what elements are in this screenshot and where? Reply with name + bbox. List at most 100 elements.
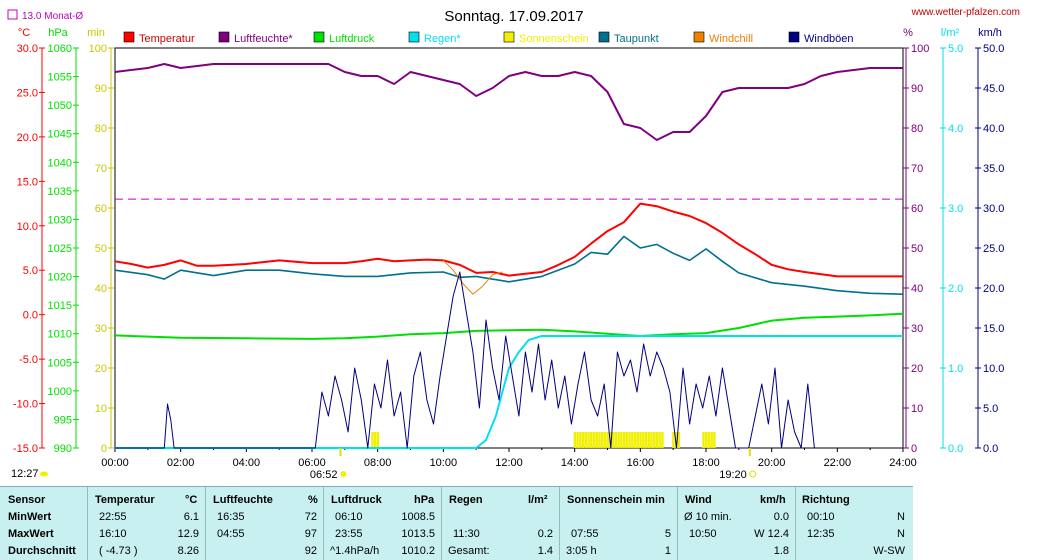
luftdruck_hpa-tick-label: 1025 xyxy=(48,243,72,255)
sunshine-bar xyxy=(631,432,633,448)
wd-max-time: 10:50 xyxy=(689,528,717,540)
lf-max-value: 97 xyxy=(305,528,317,540)
sunshine-bar xyxy=(642,432,644,448)
sunshine-bar xyxy=(620,432,622,448)
sunshine-bar xyxy=(653,432,655,448)
ri-min-time: 00:10 xyxy=(807,511,835,523)
x-tick-label: 12:00 xyxy=(495,457,523,469)
regen_lm2-tick-label: 4.0 xyxy=(948,123,963,135)
unit-kmh: km/h xyxy=(978,27,1002,39)
luftfeuchte-unit: % xyxy=(308,494,318,506)
sunshine-bar xyxy=(585,432,587,448)
luftdruck_hpa-tick-label: 1030 xyxy=(48,214,72,226)
sn-avg-value: 1 xyxy=(665,545,671,557)
luftfeuchte_pct-tick-label: 30 xyxy=(911,323,923,335)
regen-column: Regen l/m² 11:30 Gesamt: 0.2 1.4 xyxy=(442,487,560,560)
lf-avg-value: 92 xyxy=(305,545,317,557)
sn-total-hours: 3:05 h xyxy=(566,545,597,557)
sunshine-bar xyxy=(596,432,598,448)
sonnenschein_min-tick-label: 70 xyxy=(95,163,107,175)
luftfeuchte_pct-tick-label: 50 xyxy=(911,243,923,255)
sunshine-bar xyxy=(702,432,704,448)
regen_lm2-tick-label: 1.0 xyxy=(948,363,963,375)
chart-legend: Temperatur Luftfeuchte* Luftdruck Regen* Son… xyxy=(124,32,854,45)
sonnenschein_min-tick-label: 20 xyxy=(95,363,107,375)
row-label-min: MinWert xyxy=(8,511,51,523)
ri-max-time: 12:35 xyxy=(807,528,835,540)
legend-label: Windchill xyxy=(709,33,753,45)
sunshine-bar xyxy=(607,432,609,448)
legend-swatch xyxy=(314,32,324,42)
moon-time: 12:27 xyxy=(11,468,39,480)
wind_kmh-tick-label: 25.0 xyxy=(983,243,1004,255)
temperatur_c-tick-label: 10.0 xyxy=(17,221,38,233)
sunshine-bar xyxy=(639,432,641,448)
sn-max-value: 5 xyxy=(665,528,671,540)
monthly-avg-marker xyxy=(8,10,17,19)
monthly-avg-label: 13.0 Monat-Ø xyxy=(22,11,83,22)
sonnenschein_min-tick-label: 30 xyxy=(95,323,107,335)
regen_lm2-tick-label: 3.0 xyxy=(948,203,963,215)
legend-label: Windböen xyxy=(804,33,854,45)
lf-max-time: 04:55 xyxy=(217,528,245,540)
x-tick-label: 10:00 xyxy=(430,457,458,469)
wind_kmh-tick-label: 15.0 xyxy=(983,323,1004,335)
sunshine-bar xyxy=(590,432,592,448)
luftdruck_hpa-tick-label: 1060 xyxy=(48,43,72,55)
sunrise-time: 06:52 xyxy=(310,469,338,481)
wind-header: Wind xyxy=(685,494,712,506)
sunshine-bar xyxy=(705,432,707,448)
wind_kmh-tick-label: 5.0 xyxy=(983,403,998,415)
x-tick-label: 20:00 xyxy=(758,457,786,469)
temperatur_c-tick-label: 25.0 xyxy=(17,87,38,99)
sensor-column: Sensor MinWert MaxWert Durchschnitt xyxy=(0,487,88,560)
sunshine-bar xyxy=(587,432,589,448)
luftfeuchte_pct-tick-label: 20 xyxy=(911,363,923,375)
sonnenschein_min-tick-label: 10 xyxy=(95,403,107,415)
legend-label: Taupunkt xyxy=(614,33,659,45)
richtung-column: Richtung 00:10 12:35 N N W-SW xyxy=(796,487,913,560)
sunshine-bar xyxy=(626,432,628,448)
legend-swatch xyxy=(409,32,419,42)
sunshine-bar xyxy=(579,432,581,448)
sunshine-bar xyxy=(672,432,674,448)
luftdruck_hpa-tick-label: 1040 xyxy=(48,157,72,169)
rg-total-label: Gesamt: xyxy=(448,545,490,557)
sunshine-bar xyxy=(661,432,663,448)
lf-min-value: 72 xyxy=(305,511,317,523)
sunshine-bar xyxy=(582,432,584,448)
sonnenschein_min-tick-label: 0 xyxy=(101,443,107,455)
x-tick-label: 16:00 xyxy=(627,457,655,469)
wind_kmh-tick-label: 10.0 xyxy=(983,363,1004,375)
wind-column: Wind km/h Ø 10 min. 10:50 0.0 W 12.4 1.8 xyxy=(678,487,796,560)
sensor-header: Sensor xyxy=(8,494,45,506)
x-tick-label: 14:00 xyxy=(561,457,589,469)
wind_kmh-tick-label: 45.0 xyxy=(983,83,1004,95)
luftfeuchte_pct-tick-label: 40 xyxy=(911,283,923,295)
temp-max-value: 12.9 xyxy=(178,528,199,540)
unit-hpa: hPa xyxy=(48,27,68,39)
wd-min-value: 0.0 xyxy=(774,511,789,523)
wind_kmh-tick-label: 30.0 xyxy=(983,203,1004,215)
regen-unit: l/m² xyxy=(528,494,548,506)
temperatur-column: Temperatur °C 22:55 16:10 ( -4.73 ) 6.1 … xyxy=(88,487,206,560)
wd-avg-value: 1.8 xyxy=(774,545,789,557)
legend-label: Luftfeuchte* xyxy=(234,33,293,45)
sunshine-bar xyxy=(598,432,600,448)
luftdruck_hpa-tick-label: 1035 xyxy=(48,186,72,198)
temp-avg-extra: ( -4.73 ) xyxy=(99,545,138,557)
luftdruck-unit: hPa xyxy=(414,494,434,506)
sunset-icon xyxy=(750,471,756,477)
legend-swatch xyxy=(694,32,704,42)
temperatur-unit: °C xyxy=(185,494,197,506)
wind_kmh-tick-label: 35.0 xyxy=(983,163,1004,175)
regen-header: Regen xyxy=(449,494,483,506)
chart-title: Sonntag. 17.09.2017 xyxy=(444,8,583,25)
regen_lm2-tick-label: 2.0 xyxy=(948,283,963,295)
legend-swatch xyxy=(599,32,609,42)
luftfeuchte_pct-tick-label: 100 xyxy=(911,43,929,55)
luftdruck_hpa-tick-label: 995 xyxy=(54,414,72,426)
x-tick-label: 08:00 xyxy=(364,457,392,469)
x-tick-label: 00:00 xyxy=(101,457,129,469)
temp-avg-value: 8.26 xyxy=(178,545,199,557)
